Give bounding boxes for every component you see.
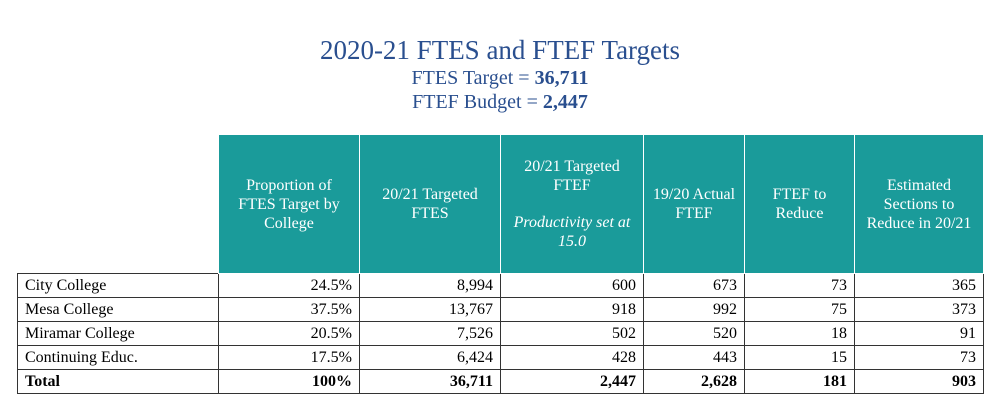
cell-value: 91 — [854, 321, 984, 346]
header-sections-reduce: Estimated Sections to Reduce in 20/21 — [854, 134, 984, 274]
cell-value: 520 — [643, 321, 745, 346]
cell-value: 8,994 — [359, 273, 501, 298]
cell-value: 73 — [854, 345, 984, 370]
cell-value: 673 — [643, 273, 745, 298]
page-title: 2020-21 FTES and FTEF Targets — [319, 35, 681, 65]
cell-value: 24.5% — [218, 273, 360, 298]
cell-value: 75 — [744, 297, 855, 322]
cell-value: 17.5% — [218, 345, 360, 370]
cell-value: 443 — [643, 345, 745, 370]
cell-value: 15 — [744, 345, 855, 370]
header-actual-ftef: 19/20 Actual FTEF — [643, 134, 745, 274]
total-label: Total — [17, 369, 219, 394]
cell-value: 18 — [744, 321, 855, 346]
row-name: Mesa College — [17, 297, 219, 322]
cell-value: 365 — [854, 273, 984, 298]
header-targeted-ftef: 20/21 Targeted FTEF Productivity set at 1… — [500, 134, 644, 274]
header-label: Estimated Sections to Reduce in 20/21 — [866, 176, 972, 232]
total-value: 2,628 — [643, 369, 745, 394]
total-value: 181 — [744, 369, 855, 394]
cell-value: 373 — [854, 297, 984, 322]
ftes-target-value: 36,711 — [534, 67, 589, 89]
table-row: Miramar College 20.5% 7,526 502 520 18 9… — [17, 321, 984, 346]
total-value: 2,447 — [500, 369, 644, 394]
ftes-target-label: FTES Target = — [411, 67, 535, 89]
header-label: 19/20 Actual FTEF — [652, 186, 736, 222]
total-row: Total 100% 36,711 2,447 2,628 181 903 — [17, 369, 984, 394]
header-label: Proportion of FTES Target by College — [238, 176, 340, 232]
title-block: 2020-21 FTES and FTEF Targets FTES Targe… — [0, 34, 1000, 114]
cell-value: 13,767 — [359, 297, 501, 322]
cell-value: 37.5% — [218, 297, 360, 322]
header-targeted-ftes: 20/21 Targeted FTES — [359, 134, 501, 274]
cell-value: 73 — [744, 273, 855, 298]
cell-value: 20.5% — [218, 321, 360, 346]
table-row: City College 24.5% 8,994 600 673 73 365 — [17, 273, 984, 298]
cell-value: 428 — [500, 345, 644, 370]
ftef-budget-line: FTEF Budget = 2,447 — [0, 90, 1000, 114]
row-name: Miramar College — [17, 321, 219, 346]
header-row: Proportion of FTES Target by College 20/… — [17, 134, 984, 274]
total-value: 36,711 — [359, 369, 501, 394]
targets-table: Proportion of FTES Target by College 20/… — [17, 134, 984, 394]
ftef-budget-label: FTEF Budget = — [412, 91, 543, 113]
header-note: Productivity set at 15.0 — [513, 214, 631, 250]
header-proportion: Proportion of FTES Target by College — [218, 134, 360, 274]
header-label: FTEF to Reduce — [772, 186, 827, 222]
row-name: City College — [17, 273, 219, 298]
total-value: 100% — [218, 369, 360, 394]
cell-value: 7,526 — [359, 321, 501, 346]
table-row: Continuing Educ. 17.5% 6,424 428 443 15 … — [17, 345, 984, 370]
header-blank-cell — [17, 134, 219, 274]
table-row: Mesa College 37.5% 13,767 918 992 75 373 — [17, 297, 984, 322]
header-ftef-reduce: FTEF to Reduce — [744, 134, 855, 274]
cell-value: 6,424 — [359, 345, 501, 370]
header-label: 20/21 Targeted FTES — [382, 186, 478, 222]
total-value: 903 — [854, 369, 984, 394]
ftes-target-line: FTES Target = 36,711 — [0, 66, 1000, 90]
cell-value: 918 — [500, 297, 644, 322]
cell-value: 992 — [643, 297, 745, 322]
header-label: 20/21 Targeted FTEF — [524, 158, 620, 194]
row-name: Continuing Educ. — [17, 345, 219, 370]
cell-value: 600 — [500, 273, 644, 298]
cell-value: 502 — [500, 321, 644, 346]
ftef-budget-value: 2,447 — [542, 91, 588, 113]
